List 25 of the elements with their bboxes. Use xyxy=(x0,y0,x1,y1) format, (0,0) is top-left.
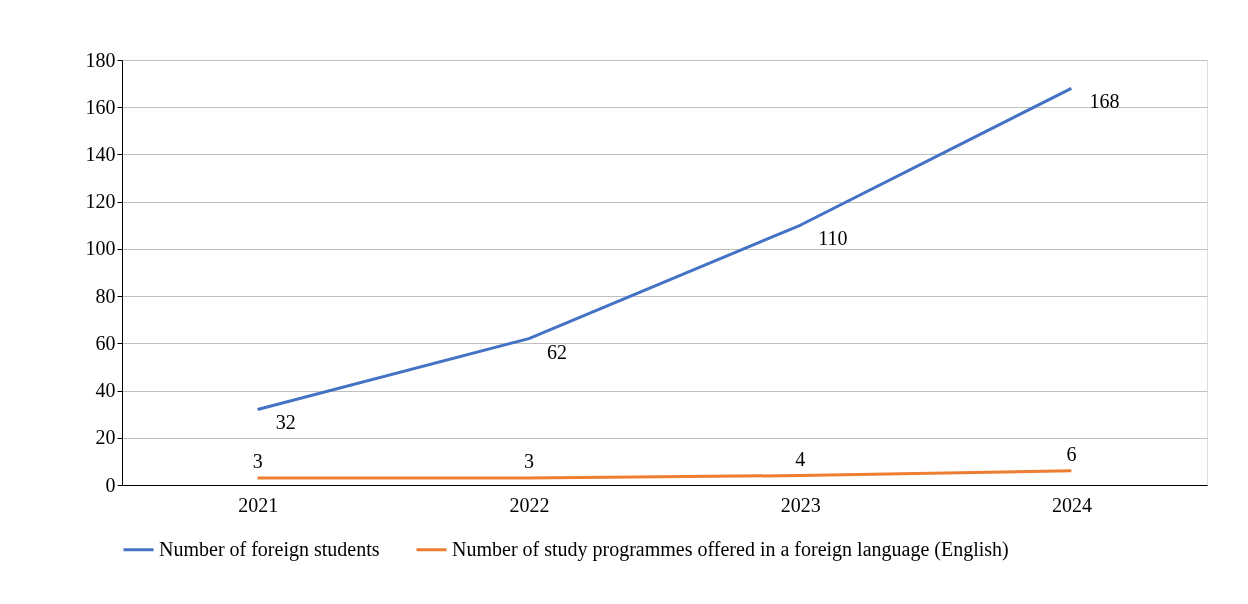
y-tick-label: 60 xyxy=(95,331,116,354)
y-tick-label: 20 xyxy=(95,426,116,449)
y-tick-label: 40 xyxy=(95,379,116,402)
x-tick-label: 2022 xyxy=(509,493,550,516)
data-label: 168 xyxy=(1089,90,1120,113)
y-tick-label: 120 xyxy=(85,190,116,213)
data-label: 6 xyxy=(1066,442,1077,465)
y-tick-label: 80 xyxy=(95,284,116,307)
y-tick-label: 140 xyxy=(85,142,116,165)
line-series xyxy=(256,86,1073,411)
x-tick-label: 2024 xyxy=(1051,493,1092,516)
data-label: 3 xyxy=(252,449,263,472)
data-label: 4 xyxy=(795,447,806,470)
legend-label: Number of foreign students xyxy=(159,537,380,561)
y-tick-label: 180 xyxy=(85,48,116,71)
data-label: 110 xyxy=(818,227,848,250)
x-tick-label: 2023 xyxy=(780,493,821,516)
y-tick-label: 100 xyxy=(85,237,116,260)
y-tick-label: 0 xyxy=(105,473,116,496)
legend-label: Number of study programmes offered in a foreign language (English) xyxy=(452,537,1009,561)
data-label: 32 xyxy=(275,411,296,434)
y-tick-label: 160 xyxy=(85,95,116,118)
data-label: 62 xyxy=(546,340,567,363)
data-label: 3 xyxy=(523,449,534,472)
x-tick-label: 2021 xyxy=(238,493,279,516)
